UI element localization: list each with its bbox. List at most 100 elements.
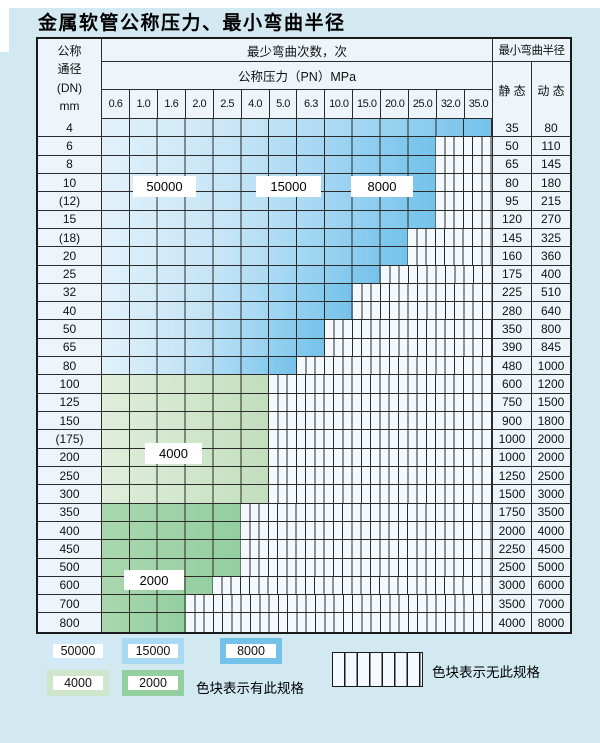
pressure-col-header: 1.6 xyxy=(156,90,185,118)
spec-unavailable-region xyxy=(241,558,492,576)
static-radius-cell: 280 xyxy=(491,302,531,320)
table-row: 65 390 845 xyxy=(38,338,570,358)
pressure-col-header: 6.3 xyxy=(296,90,324,118)
pressure-col-header: 35.0 xyxy=(463,90,492,118)
static-radius-cell: 160 xyxy=(491,247,531,265)
dynamic-radius-cell: 80 xyxy=(531,119,570,137)
static-radius-cell: 50 xyxy=(491,137,531,155)
spec-unavailable-region xyxy=(436,155,492,173)
static-radius-cell: 145 xyxy=(491,228,531,247)
dn-cell: 80 xyxy=(38,357,102,375)
table-row: 40 280 640 xyxy=(38,302,570,321)
dn-cell: 400 xyxy=(38,521,102,540)
dn-header-line: (DN) xyxy=(56,80,83,95)
dn-cell: 15 xyxy=(38,210,102,228)
dynamic-radius-cell: 7000 xyxy=(530,595,570,613)
static-radius-cell: 2000 xyxy=(491,521,531,540)
pressure-col-header: 2.0 xyxy=(184,90,213,118)
table-row: 32 225 510 xyxy=(38,283,570,303)
dynamic-radius-cell: 640 xyxy=(530,302,570,320)
legend-no-spec-label: 色块表示无此规格 xyxy=(432,665,540,680)
spec-available-region xyxy=(102,265,381,283)
dynamic-radius-cell: 800 xyxy=(530,320,570,338)
table-row: 50 350 800 xyxy=(38,320,570,339)
dynamic-header: 动 态 xyxy=(531,62,570,119)
static-radius-cell: 1750 xyxy=(491,503,531,521)
spec-available-region xyxy=(102,302,353,320)
spec-available-region xyxy=(102,430,270,448)
dn-cell: (12) xyxy=(38,192,102,210)
static-dynamic-header: 静 态 动 态 xyxy=(493,62,570,119)
dn-cell: 800 xyxy=(38,613,102,632)
table-row: 4 35 80 xyxy=(38,119,570,138)
spec-unavailable-region xyxy=(269,412,492,430)
pressure-col-header: 0.6 xyxy=(108,98,123,110)
region-label-2000: 2000 xyxy=(124,570,184,590)
dn-cell: 20 xyxy=(38,247,102,265)
dn-header-line: mm xyxy=(59,99,80,114)
spec-available-region xyxy=(102,247,409,265)
static-radius-cell: 750 xyxy=(491,393,531,411)
table-row: 700 3500 7000 xyxy=(38,595,570,614)
spec-available-region xyxy=(102,320,325,338)
dn-cell: 4 xyxy=(38,119,102,137)
bend-cycles-header-group: 最少弯曲次数，次 公称压力（PN）MPa 0.6 1.0 1.6 2.0 2.5 4.0 5… xyxy=(102,39,492,119)
static-radius-cell: 175 xyxy=(491,265,531,283)
static-radius-cell: 1250 xyxy=(491,466,531,485)
legend-swatch-15000: 15000 xyxy=(122,638,184,664)
table-row: 150 900 1800 xyxy=(38,412,570,431)
static-radius-cell: 3500 xyxy=(491,595,531,613)
table-row: 8 65 145 xyxy=(38,155,570,174)
static-radius-cell: 65 xyxy=(491,155,531,173)
pressure-col-header: 10.0 xyxy=(324,90,352,118)
spec-unavailable-region xyxy=(269,430,492,448)
region-label-4000: 4000 xyxy=(145,443,202,464)
legend-swatch-4000: 4000 xyxy=(47,670,109,696)
dn-cell: 300 xyxy=(38,485,102,503)
table-row: 15 120 270 xyxy=(38,210,570,229)
spec-available-region xyxy=(102,595,186,613)
pressure-col-header: 2.5 xyxy=(212,90,241,118)
bend-cycles-title: 最少弯曲次数，次 xyxy=(102,39,492,62)
dn-column-header: 公称 通径 (DN) mm xyxy=(38,39,102,119)
spec-unavailable-region xyxy=(352,283,492,302)
spec-available-region xyxy=(102,375,270,393)
dynamic-radius-cell: 2000 xyxy=(530,430,570,448)
spec-available-region xyxy=(102,503,242,521)
region-label-50000: 50000 xyxy=(133,176,196,197)
page-title: 金属软管公称压力、最小弯曲半径 xyxy=(38,12,346,34)
dynamic-radius-cell: 180 xyxy=(530,173,570,192)
static-radius-cell: 900 xyxy=(491,412,531,430)
static-radius-cell: 390 xyxy=(491,338,531,357)
spec-available-region xyxy=(102,338,325,357)
dn-cell: (18) xyxy=(38,228,102,247)
table-row: 25 175 400 xyxy=(38,265,570,284)
static-radius-cell: 600 xyxy=(491,375,531,393)
spec-unavailable-region xyxy=(324,320,492,338)
static-radius-cell: 1000 xyxy=(491,430,531,448)
spec-unavailable-region xyxy=(436,210,492,228)
table-row: 250 1250 2500 xyxy=(38,466,570,486)
static-radius-cell: 1500 xyxy=(491,485,531,503)
dynamic-radius-cell: 2000 xyxy=(530,448,570,466)
dn-cell: 600 xyxy=(38,576,102,595)
dynamic-radius-cell: 5000 xyxy=(530,558,570,576)
static-radius-cell: 35 xyxy=(492,119,531,137)
table-row: 6 50 110 xyxy=(38,137,570,156)
static-radius-cell: 80 xyxy=(491,173,531,192)
dn-cell: 350 xyxy=(38,503,102,521)
pressure-col-header: 15.0 xyxy=(352,90,380,118)
spec-unavailable-region xyxy=(241,540,492,558)
table-row: 600 3000 6000 xyxy=(38,576,570,596)
spec-unavailable-region xyxy=(269,485,492,503)
static-radius-cell: 3000 xyxy=(491,576,531,595)
dynamic-radius-cell: 270 xyxy=(530,210,570,228)
spec-unavailable-region xyxy=(269,393,492,411)
dynamic-radius-cell: 360 xyxy=(530,247,570,265)
dn-cell: 150 xyxy=(38,412,102,430)
table-row: 100 600 1200 xyxy=(38,375,570,394)
static-radius-cell: 2500 xyxy=(491,558,531,576)
dynamic-radius-cell: 110 xyxy=(530,137,570,155)
pressure-col-header: 4.0 xyxy=(240,90,269,118)
spec-unavailable-region xyxy=(436,137,492,155)
